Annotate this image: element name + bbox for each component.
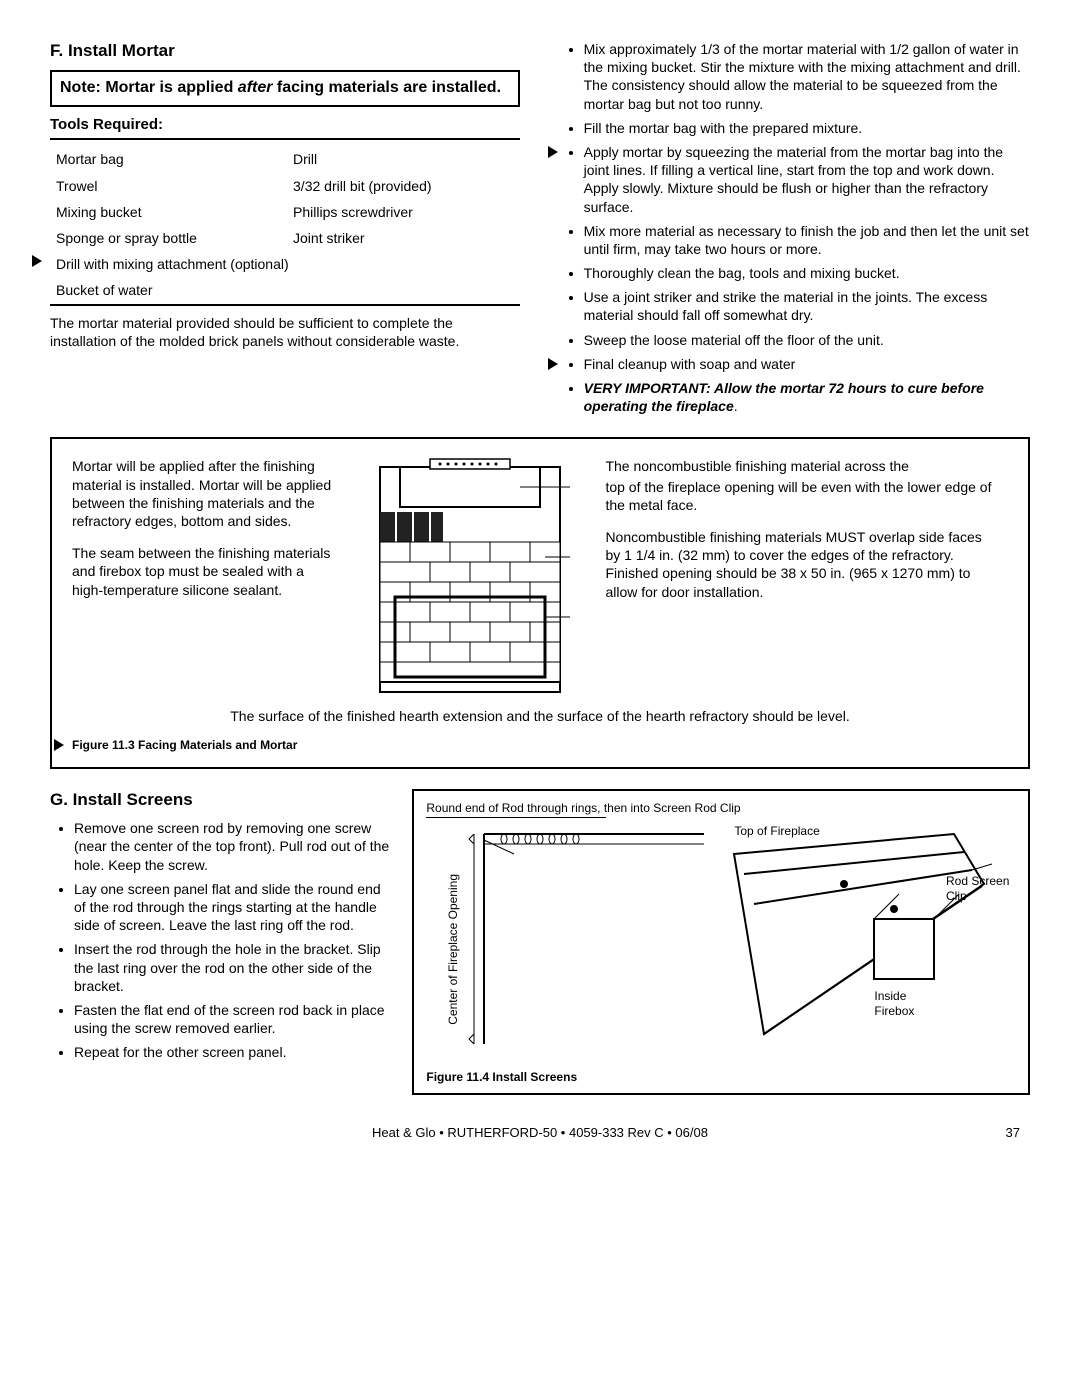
note-italic: after <box>238 79 273 96</box>
screen-diagram-right-wrap: Top of Fireplace Rod Screen Clip <box>724 824 1016 1064</box>
figure-11-3-label: Figure 11.3 Facing Materials and Mortar <box>72 738 1008 754</box>
tools-table: Mortar bagDrill Trowel3/32 drill bit (pr… <box>50 146 520 303</box>
bullet-item: Insert the rod through the hole in the b… <box>74 940 392 995</box>
underline <box>426 817 606 818</box>
right-column: Mix approximately 1/3 of the mortar mate… <box>560 40 1030 421</box>
page-number: 37 <box>980 1125 1020 1142</box>
tool-cell: Drill <box>287 146 520 172</box>
bullet-item: Use a joint striker and strike the mater… <box>584 288 1030 324</box>
page-footer: Heat & Glo • RUTHERFORD-50 • 4059-333 Re… <box>50 1125 1030 1142</box>
tool-full: Drill with mixing attachment (optional) <box>56 256 289 272</box>
section-g: G. Install Screens Remove one screen rod… <box>50 789 392 1095</box>
fig114-topnote: Round end of Rod through rings, then int… <box>426 801 1016 817</box>
instruction-list: Mix approximately 1/3 of the mortar mate… <box>560 40 1030 415</box>
rod-clip-label: Rod Screen Clip <box>946 874 1016 905</box>
left-column: F. Install Mortar Note: Mortar is applie… <box>50 40 520 421</box>
note-prefix: Note: Mortar is applied <box>60 79 238 96</box>
tool-full: Bucket of water <box>50 277 520 303</box>
top-of-fireplace-label: Top of Fireplace <box>734 824 819 840</box>
inside-firebox-label: Inside Firebox <box>874 989 934 1020</box>
screen-diagram-left <box>454 824 714 1054</box>
tool-cell: Phillips screwdriver <box>287 199 520 225</box>
screen-instructions: Remove one screen rod by removing one sc… <box>50 819 392 1061</box>
bullet-item: Final cleanup with soap and water <box>584 355 1030 373</box>
important-text: VERY IMPORTANT: Allow the mortar 72 hour… <box>584 380 984 414</box>
mortar-para: The mortar material provided should be s… <box>50 314 520 350</box>
figure-11-3-box: Mortar will be applied after the finishi… <box>50 437 1030 769</box>
important-note: VERY IMPORTANT: Allow the mortar 72 hour… <box>584 379 1030 415</box>
fig-left-p2: The seam between the finishing materials… <box>72 544 334 599</box>
screen-diagram-right <box>724 824 1004 1044</box>
fig-label-text: Figure 11.3 Facing Materials and Mortar <box>72 738 297 752</box>
footer-text: Heat & Glo • RUTHERFORD-50 • 4059-333 Re… <box>100 1125 980 1142</box>
fig-right-text: The noncombustible finishing material ac… <box>605 457 998 697</box>
bullet-item: Fill the mortar bag with the prepared mi… <box>584 119 1030 137</box>
bullet-item: Lay one screen panel flat and slide the … <box>74 880 392 935</box>
arrow-icon <box>54 739 64 751</box>
fig-left-p1: Mortar will be applied after the finishi… <box>72 457 334 530</box>
tools-divider <box>50 138 520 140</box>
figure-11-4-box: Round end of Rod through rings, then int… <box>412 789 1030 1095</box>
fireplace-diagram-svg <box>370 457 570 697</box>
tool-cell: Trowel <box>50 173 287 199</box>
bullet-item: Mix approximately 1/3 of the mortar mate… <box>584 40 1030 113</box>
tool-cell: Joint striker <box>287 225 520 251</box>
figure-11-4-label: Figure 11.4 Install Screens <box>426 1070 1016 1086</box>
fig-right-p1b: top of the fireplace opening will be eve… <box>605 478 998 514</box>
bottom-row: G. Install Screens Remove one screen rod… <box>50 789 1030 1095</box>
bullet-item: Repeat for the other screen panel. <box>74 1043 392 1061</box>
tool-cell: Mixing bucket <box>50 199 287 225</box>
bullet-item: Thoroughly clean the bag, tools and mixi… <box>584 264 1030 282</box>
bullet-item: Remove one screen rod by removing one sc… <box>74 819 392 874</box>
fig-right-p2: Noncombustible finishing materials MUST … <box>605 528 998 601</box>
bullet-item: Mix more material as necessary to finish… <box>584 222 1030 258</box>
section-g-heading: G. Install Screens <box>50 789 392 811</box>
tool-cell: Sponge or spray bottle <box>50 225 287 251</box>
note-suffix: facing materials are installed. <box>272 79 501 96</box>
note-box: Note: Mortar is applied after facing mat… <box>50 70 520 107</box>
fig-bottom-caption: The surface of the finished hearth exten… <box>72 707 1008 725</box>
top-columns: F. Install Mortar Note: Mortar is applie… <box>50 40 1030 421</box>
arrow-icon <box>32 255 42 267</box>
tools-required-heading: Tools Required: <box>50 115 520 135</box>
bullet-item: Fasten the flat end of the screen rod ba… <box>74 1001 392 1037</box>
fig-left-text: Mortar will be applied after the finishi… <box>72 457 334 697</box>
vertical-label: Center of Fireplace Opening <box>446 874 462 1025</box>
bullet-item: Sweep the loose material off the floor o… <box>584 331 1030 349</box>
fig-diagram <box>348 457 591 697</box>
bullet-item: Apply mortar by squeezing the material f… <box>584 143 1030 216</box>
tool-cell: Mortar bag <box>50 146 287 172</box>
fig-right-p1a: The noncombustible finishing material ac… <box>605 457 998 475</box>
tool-cell: 3/32 drill bit (provided) <box>287 173 520 199</box>
section-f-heading: F. Install Mortar <box>50 40 520 62</box>
tools-divider-bottom <box>50 304 520 306</box>
